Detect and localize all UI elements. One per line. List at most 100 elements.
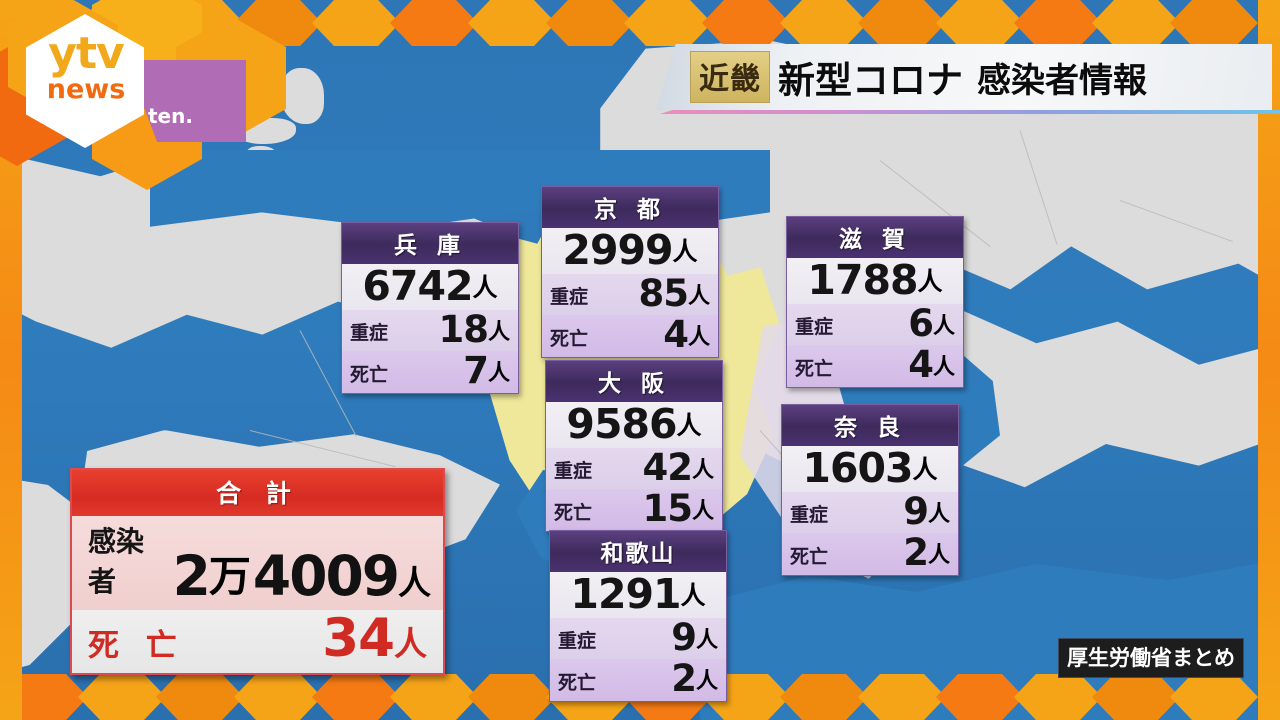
total-infected-remainder: 4009 (252, 544, 400, 608)
unit-label: 人 (487, 319, 510, 345)
cases-row: 1788 人 (787, 258, 963, 304)
hex-tile (1092, 0, 1180, 46)
cases-value: 9586 (566, 400, 677, 448)
cases-value: 1291 (570, 570, 681, 618)
unit-label: 人 (676, 411, 702, 441)
unit-label: 人 (680, 581, 706, 611)
severe-label: 重症 (350, 322, 389, 345)
deaths-label: 死亡 (558, 671, 597, 694)
severe-label: 重症 (554, 460, 593, 483)
hex-tile (78, 674, 166, 720)
cases-row: 2999 人 (542, 228, 718, 274)
hex-tile (312, 0, 400, 46)
deaths-row: 死亡 7 人 (342, 349, 518, 393)
unit-label: 人 (487, 361, 510, 387)
severe-label: 重症 (790, 504, 829, 527)
channel-logo: ytv news ten. (0, 0, 286, 190)
unit-label: 人 (932, 313, 955, 339)
total-infected-label: 感染者 (88, 525, 145, 598)
unit-label: 人 (672, 237, 698, 267)
unit-label: 人 (927, 543, 950, 569)
severe-row: 重症 42 人 (546, 445, 722, 490)
severe-row: 重症 85 人 (542, 273, 718, 316)
hex-tile (1170, 0, 1258, 46)
cases-row: 6742 人 (342, 264, 518, 310)
hex-tile (624, 0, 712, 46)
total-infected-man-unit: 万 (208, 552, 251, 601)
unit-label: 人 (472, 273, 498, 303)
severe-row: 重症 9 人 (550, 615, 726, 660)
logo-text-news: news (46, 74, 126, 105)
deaths-row: 死亡 2 人 (782, 531, 958, 575)
region-badge: 近畿 (690, 51, 770, 103)
unit-label: 人 (932, 355, 955, 381)
severe-value: 18 (438, 307, 488, 351)
prefecture-name: 奈 良 (782, 405, 958, 446)
right-frame-band (1258, 0, 1280, 720)
hex-tile (468, 0, 556, 46)
deaths-value: 2 (671, 657, 697, 701)
headline-banner: 近畿 新型コロナ 感染者情報 (656, 44, 1272, 110)
deaths-row: 死亡 15 人 (546, 487, 722, 531)
deaths-label: 死亡 (350, 363, 389, 386)
hex-tile (390, 674, 478, 720)
hex-tile (312, 674, 400, 720)
prefecture-panel-kyoto: 京 都 2999 人 重症 85 人 死亡 4 人 (541, 186, 719, 358)
deaths-row: 死亡 4 人 (787, 343, 963, 387)
cases-row: 1603 人 (782, 446, 958, 492)
total-deaths-row: 死 亡 34 人 (72, 610, 443, 673)
hex-tile (546, 0, 634, 46)
headline-subtitle: 感染者情報 (977, 60, 1147, 101)
prefecture-name: 兵 庫 (342, 223, 518, 264)
hex-tile (234, 674, 322, 720)
prefecture-name: 京 都 (542, 187, 718, 228)
deaths-value: 4 (663, 313, 689, 357)
severe-value: 9 (671, 615, 697, 659)
deaths-value: 4 (908, 343, 934, 387)
hex-tile (858, 0, 946, 46)
hex-tile (390, 0, 478, 46)
prefecture-panel-hyogo: 兵 庫 6742 人 重症 18 人 死亡 7 人 (341, 222, 519, 394)
unit-label: 人 (695, 669, 718, 695)
cases-row: 1291 人 (550, 572, 726, 618)
unit-label: 人 (927, 501, 950, 527)
deaths-label: 死亡 (554, 501, 593, 524)
total-deaths-value: 34 (322, 608, 395, 669)
severe-label: 重症 (550, 286, 589, 309)
deaths-value: 2 (903, 531, 929, 575)
deaths-label: 死亡 (795, 357, 834, 380)
total-deaths-label: 死 亡 (88, 628, 185, 664)
deaths-value: 15 (642, 487, 692, 531)
cases-value: 2999 (562, 226, 673, 274)
severe-value: 42 (642, 445, 692, 489)
hex-tile (468, 674, 556, 720)
total-infected-row: 感染者 2 万 4009 人 (72, 516, 443, 610)
prefecture-name: 和歌山 (550, 531, 726, 572)
unit-label: 人 (917, 267, 943, 297)
severe-label: 重症 (795, 316, 834, 339)
island-oki (280, 68, 324, 124)
source-credit: 厚生労働省まとめ (1058, 638, 1244, 678)
headline-underline (660, 110, 1280, 114)
unit-label: 人 (394, 624, 427, 663)
unit-label: 人 (687, 283, 710, 309)
logo-text-program: ten. (148, 104, 193, 128)
prefecture-panel-shiga: 滋 賀 1788 人 重症 6 人 死亡 4 人 (786, 216, 964, 388)
hex-tile (780, 0, 868, 46)
unit-label: 人 (695, 627, 718, 653)
cases-row: 9586 人 (546, 402, 722, 448)
severe-label: 重症 (558, 630, 597, 653)
unit-label: 人 (398, 563, 431, 602)
prefecture-panel-osaka: 大 阪 9586 人 重症 42 人 死亡 15 人 (545, 360, 723, 532)
deaths-value: 7 (463, 349, 489, 393)
unit-label: 人 (691, 457, 714, 483)
unit-label: 人 (912, 455, 938, 485)
hex-tile (156, 674, 244, 720)
hex-tile (702, 0, 790, 46)
hex-tile (1170, 674, 1258, 720)
left-frame-band (0, 0, 22, 720)
total-infected-man-digit: 2 (172, 544, 211, 608)
prefecture-panel-wakayama: 和歌山 1291 人 重症 9 人 死亡 2 人 (549, 530, 727, 702)
hex-tile (780, 674, 868, 720)
